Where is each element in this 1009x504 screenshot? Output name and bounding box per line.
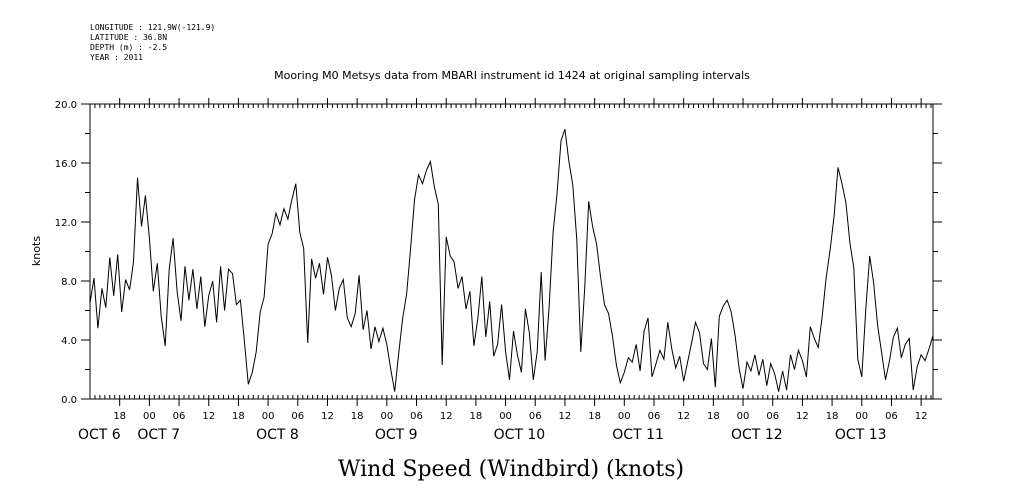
x-date-label: OCT 11 [612,427,664,443]
chart-title: Mooring M0 Metsys data from MBARI instru… [274,69,750,82]
x-tick-label: 12 [915,411,928,422]
x-date-label: OCT 7 [137,427,180,443]
y-tick-label: 4.0 [61,336,77,347]
x-date-label: OCT 6 [78,427,121,443]
x-tick-label: 18 [113,411,126,422]
y-tick-label: 8.0 [61,277,77,288]
x-date-label: OCT 10 [494,427,546,443]
meta-latitude: LATITUDE : 36.8N [90,33,167,42]
x-tick-label: 06 [410,411,423,422]
x-tick-label: 12 [677,411,690,422]
x-tick-label: 06 [173,411,186,422]
y-tick-label: 0.0 [61,395,77,406]
x-tick-label: 12 [796,411,809,422]
x-tick-label: 00 [499,411,512,422]
x-tick-label: 06 [291,411,304,422]
x-tick-label: 00 [380,411,393,422]
x-tick-label: 00 [737,411,750,422]
x-tick-label: 18 [470,411,483,422]
x-tick-label: 00 [143,411,156,422]
x-tick-label: 18 [232,411,245,422]
x-tick-label: 18 [826,411,839,422]
y-axis: 0.0 4.0 8.0 12.0 16.0 20.0 [55,100,942,406]
x-tick-label: 18 [588,411,601,422]
x-tick-label: 06 [766,411,779,422]
x-tick-label: 06 [885,411,898,422]
x-tick-label: 06 [529,411,542,422]
x-tick-label: 12 [440,411,453,422]
x-axis-title: Wind Speed (Windbird) (knots) [338,457,684,482]
meta-year: YEAR : 2011 [90,53,143,62]
x-tick-label: 00 [618,411,631,422]
x-tick-label: 00 [262,411,275,422]
meta-depth: DEPTH (m) : -2.5 [90,43,167,52]
y-axis-label: knots [30,236,43,266]
x-tick-label: 12 [321,411,334,422]
metadata-block: LONGITUDE : 121.9W(-121.9) LATITUDE : 36… [90,23,215,62]
series-line-wind-speed [89,128,934,392]
x-tick-label: 12 [559,411,572,422]
plot-area: 0.04.08.012.016.020.0 18 00 06 12 18 00 06 12 18… [55,98,942,443]
x-axis: 18 00 06 12 18 00 06 12 18 00 06 12 18 00 06 12 18 00 06 12… [78,98,927,443]
x-tick-label: 18 [351,411,364,422]
y-tick-label: 16.0 [55,159,77,170]
x-tick-label: 06 [648,411,661,422]
x-date-label: OCT 13 [835,427,887,443]
y-tick-label: 12.0 [55,218,77,229]
x-date-label: OCT 9 [375,427,418,443]
x-tick-label: 00 [855,411,868,422]
x-tick-label: 18 [707,411,720,422]
x-date-label: OCT 8 [256,427,299,443]
x-tick-label: 12 [202,411,215,422]
meta-longitude: LONGITUDE : 121.9W(-121.9) [90,23,215,32]
minor-ticks [89,104,932,399]
y-tick-label: 20.0 [55,100,77,111]
x-date-label: OCT 12 [731,427,783,443]
